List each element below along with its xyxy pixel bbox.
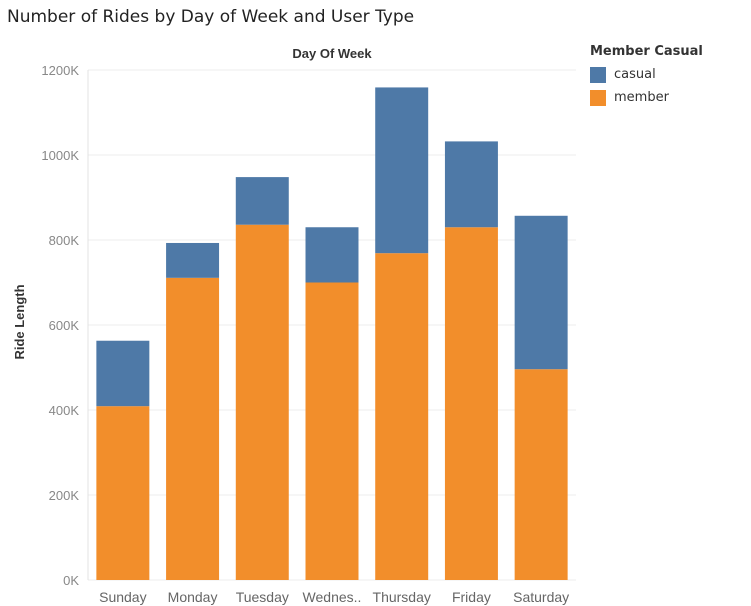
bar-casual-1[interactable] (166, 242, 220, 278)
legend-swatch-member (590, 89, 606, 106)
bar-casual-0[interactable] (96, 340, 150, 407)
bar-casual-6[interactable] (514, 215, 568, 370)
bar-member-0[interactable] (96, 406, 150, 580)
legend-label-member: member (614, 90, 669, 105)
bar-member-6[interactable] (514, 369, 568, 580)
x-tick-label: Saturday (513, 589, 569, 605)
axes: Day Of Week Ride Length (12, 46, 372, 360)
chart-title: Number of Rides by Day of Week and User … (7, 7, 415, 27)
bar-casual-5[interactable] (444, 141, 498, 228)
bar-casual-2[interactable] (235, 177, 289, 225)
x-tick-label: Tuesday (236, 589, 289, 605)
bar-member-2[interactable] (235, 224, 289, 580)
y-tick-label: 600K (49, 318, 80, 333)
legend: Member Casual casual member (590, 44, 703, 109)
bar-member-1[interactable] (166, 277, 220, 580)
y-tick-label: 1000K (41, 148, 79, 163)
x-tick-label: Friday (452, 589, 491, 605)
x-tick-label: Wednes.. (303, 589, 362, 605)
bar-member-4[interactable] (375, 253, 429, 580)
bar-casual-3[interactable] (305, 227, 359, 283)
bars (96, 87, 568, 581)
legend-item-casual[interactable]: casual (590, 63, 703, 86)
legend-item-member[interactable]: member (590, 86, 703, 109)
x-tick-label: Monday (168, 589, 218, 605)
y-tick-label: 200K (49, 488, 80, 503)
y-tick-label: 800K (49, 233, 80, 248)
y-tick-label: 0K (63, 573, 79, 588)
x-tick-label: Thursday (373, 589, 431, 605)
x-axis-title: Day Of Week (292, 46, 372, 61)
y-tick-label: 1200K (41, 63, 79, 78)
legend-label-casual: casual (614, 67, 656, 82)
tick-labels: 0K 200K 400K 600K 800K 1000K 1200K Sunday Monday… (41, 63, 569, 605)
legend-swatch-casual (590, 66, 606, 83)
bar-member-3[interactable] (305, 282, 359, 581)
bar-member-5[interactable] (444, 227, 498, 580)
y-axis-title: Ride Length (12, 284, 27, 359)
y-tick-label: 400K (49, 403, 80, 418)
x-tick-label: Sunday (99, 589, 146, 605)
legend-title: Member Casual (590, 44, 703, 59)
bar-casual-4[interactable] (375, 87, 429, 254)
